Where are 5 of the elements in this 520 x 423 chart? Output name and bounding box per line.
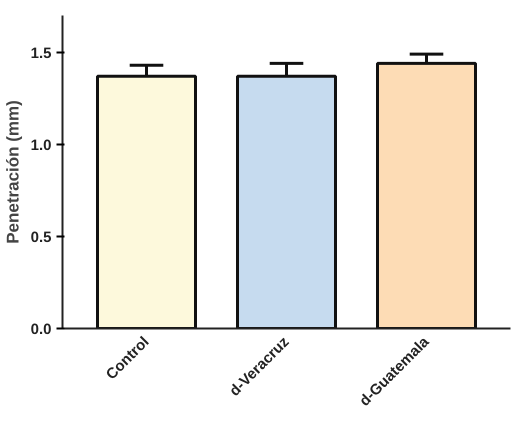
y-tick-label: 0.5 (30, 228, 52, 246)
y-tick-label: 1.0 (30, 136, 52, 154)
y-tick-label: 1.5 (30, 44, 52, 62)
y-axis-title: Penetración (mm) (4, 100, 23, 244)
y-tick-label: 0.0 (30, 321, 52, 338)
